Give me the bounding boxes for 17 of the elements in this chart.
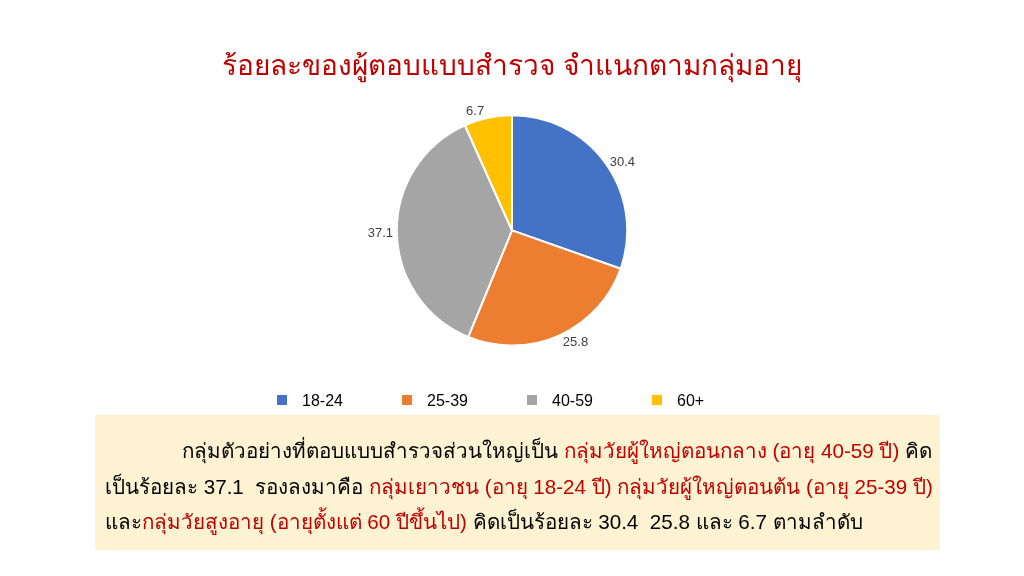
text: กลุ่มวัยผู้ใหญ่ตอนกลาง (อายุ 40-59 ปี) bbox=[563, 439, 900, 464]
text: คิด bbox=[899, 439, 933, 462]
legend-label: 18-24 bbox=[302, 392, 344, 410]
text: และ bbox=[105, 510, 142, 533]
data-label: 30.4 bbox=[609, 153, 636, 169]
chart-title: ร้อยละของผู้ตอบแบบสำรวจ จำแนกตามกลุ่มอายุ bbox=[222, 49, 802, 83]
legend-label: 40-59 bbox=[552, 392, 594, 410]
legend-label: 25-39 bbox=[427, 392, 469, 410]
text: กลุ่มวัยสูงอายุ (อายุตั้งแต่ 60 ปีขึ้นไป) bbox=[142, 507, 467, 535]
data-label: 37.1 bbox=[367, 224, 394, 240]
text: กลุ่มตัวอย่างที่ตอบแบบสำรวจส่วนใหญ่เป็น bbox=[182, 437, 564, 464]
legend-label: 60+ bbox=[677, 392, 705, 410]
text: เป็นร้อยละ 37.1 รองลงมาคือ bbox=[105, 473, 369, 498]
data-label: 6.7 bbox=[466, 103, 485, 119]
data-label: 25.8 bbox=[562, 334, 589, 350]
text: กลุ่มเยาวชน (อายุ 18-24 ปี) กลุ่มวัยผู้ใหญ่ตอนต้น (อายุ 25-39 ปี) bbox=[368, 475, 933, 500]
text: คิดเป็นร้อยละ 30.4 25.8 และ 6.7 ตามลำดับ bbox=[466, 508, 863, 533]
